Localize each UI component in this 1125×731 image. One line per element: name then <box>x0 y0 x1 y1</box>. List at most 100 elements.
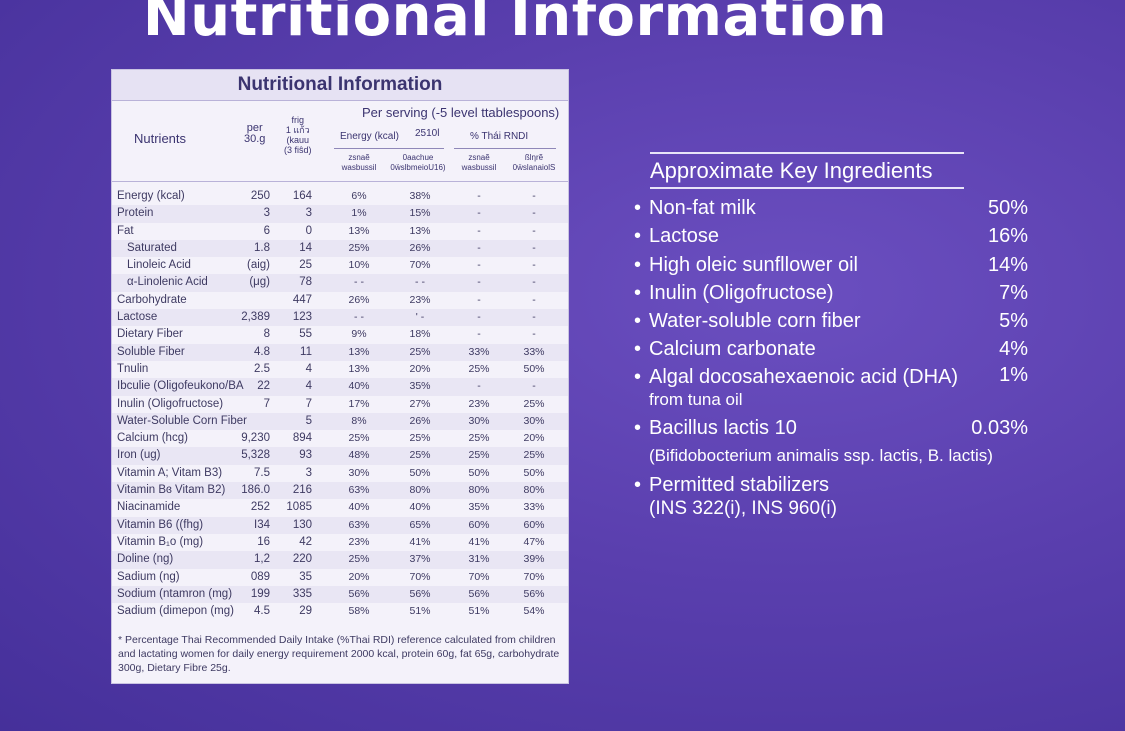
cell-name: Lactose <box>117 311 158 324</box>
cell-f: 56% <box>523 587 545 600</box>
cell-d: 70% <box>409 570 431 583</box>
cell-a: 7 <box>263 397 270 410</box>
bullet-icon: • <box>634 338 642 360</box>
ingredient-name: Bacillus lactis 10 <box>649 417 797 439</box>
cell-b: 11 <box>300 345 312 358</box>
cell-d: 51% <box>409 605 431 618</box>
ingredient-item: • Calcium carbonate <box>634 338 816 361</box>
bullet-icon: • <box>634 474 642 496</box>
cell-d: 20% <box>409 362 431 375</box>
ingredient-item: • Bacillus lactis 10 <box>634 417 797 440</box>
cell-e: - <box>477 311 481 324</box>
cell-e: - <box>477 241 481 254</box>
cell-e: 41% <box>468 535 490 548</box>
cell-f: - <box>532 259 536 272</box>
ingredient-item: • High oleic sunfllower oil <box>634 254 858 277</box>
cell-e: 80% <box>468 484 490 497</box>
cell-e: - <box>477 328 481 341</box>
cell-a: 4.8 <box>254 345 270 358</box>
cell-e: 30% <box>468 414 490 427</box>
cell-d: 25% <box>409 345 431 358</box>
cell-e: 23% <box>468 397 490 410</box>
cell-a: 7.5 <box>254 466 270 479</box>
header-divider <box>454 148 556 149</box>
cell-f: 60% <box>523 518 545 531</box>
ingredient-percent: 7% <box>999 282 1028 304</box>
header-rdi: % Thái RNDI <box>470 131 529 142</box>
header-per: per 30.g <box>244 122 266 145</box>
cell-e: 56% <box>468 587 490 600</box>
cell-f: - <box>532 328 536 341</box>
ingredient-percent: 1% <box>999 364 1028 386</box>
table-row: Calcium (hcg) 9,230 894 25% 25% 25% 20% <box>112 430 568 447</box>
cell-name: Protein <box>117 207 154 220</box>
cell-c: 30% <box>348 466 370 479</box>
cell-b: 35 <box>299 570 312 583</box>
bullet-icon: • <box>634 417 642 439</box>
ingredient-item: • Non-fat milk <box>634 197 756 220</box>
cell-e: - <box>477 259 481 272</box>
cell-b: 3 <box>305 466 312 479</box>
table-body: Energy (kcal) 250 164 6% 38% - - Protein 3 3 1% 15%… <box>112 182 568 620</box>
cell-name: Dietary Fiber <box>117 328 183 341</box>
table-row: Doline (ng) 1,2 220 25% 37% 31% 39% <box>112 551 568 569</box>
cell-b: 335 <box>292 587 312 600</box>
cell-name: Saturated <box>127 241 177 254</box>
cell-e: 51% <box>468 605 490 618</box>
bullet-icon: • <box>634 310 642 332</box>
cell-e: - <box>477 380 481 393</box>
cell-name: Sadium (dimepon (mg) <box>117 605 234 618</box>
cell-c: 56% <box>348 587 370 600</box>
header-frig: frig 1 แก้ว (kauu (3 fiŝd) <box>284 115 312 155</box>
header-sub3: zsnaẽ wasbussil <box>461 153 497 172</box>
cell-b: 93 <box>299 449 312 462</box>
cell-a: 5,328 <box>241 449 270 462</box>
cell-a: I34 <box>254 518 270 531</box>
cell-e: 25% <box>468 432 490 445</box>
cell-b: 25 <box>299 259 312 272</box>
cell-e: - <box>477 276 481 289</box>
cell-a: (aig) <box>246 259 270 272</box>
table-row: Sadium (ng) 089 35 20% 70% 70% 70% <box>112 569 568 586</box>
ingredient-percent: 4% <box>999 338 1028 360</box>
cell-b: 78 <box>299 276 312 289</box>
ingredient-percent: 5% <box>999 310 1028 332</box>
cell-e: 50% <box>468 466 490 479</box>
cell-name: Iron (ug) <box>117 449 161 462</box>
cell-e: 70% <box>468 570 490 583</box>
cell-c: 26% <box>348 293 370 306</box>
cell-f: - <box>532 241 536 254</box>
bullet-icon: • <box>634 197 642 219</box>
ingredient-item: • Water-soluble corn fiber <box>634 310 861 333</box>
ingredient-name: High oleic sunfllower oil <box>649 254 858 276</box>
cell-d: 35% <box>409 380 431 393</box>
cell-b: 5 <box>305 414 312 427</box>
header-divider <box>334 148 444 149</box>
cell-c: 63% <box>348 484 370 497</box>
cell-b: 123 <box>292 311 312 324</box>
table-row: Carbohydrate 447 26% 23% - - <box>112 292 568 309</box>
ingredient-percent: 50% <box>987 197 1028 219</box>
cell-name: Soluble Fiber <box>117 345 185 358</box>
cell-e: - <box>477 224 481 237</box>
cell-name: Tnulin <box>117 362 149 375</box>
table-row: Linoleic Acid (aig) 25 10% 70% - - <box>112 257 568 274</box>
cell-a: 2.5 <box>254 362 270 375</box>
cell-name: Doline (ng) <box>117 553 174 566</box>
cell-e: 35% <box>468 501 490 514</box>
cell-f: 54% <box>523 605 545 618</box>
ingredient-name: Permitted stabilizers <box>649 474 830 496</box>
cell-f: 25% <box>523 449 545 462</box>
ingredient-name: Inulin (Oligofructose) <box>649 282 834 304</box>
ingredient-name: Non-fat milk <box>649 197 756 219</box>
cell-c: 63% <box>348 518 370 531</box>
ingredient-percent: 14% <box>987 254 1028 276</box>
cell-a: 250 <box>250 190 270 202</box>
cell-f: 50% <box>523 466 545 479</box>
cell-d: 25% <box>409 432 431 445</box>
table-row: Vitamin A; Vitam B3) 7.5 3 30% 50% 50% 50% <box>112 465 568 482</box>
cell-f: 20% <box>523 432 545 445</box>
footnote: * Percentage Thai Recommended Daily Inta… <box>118 634 560 674</box>
cell-c: 13% <box>348 345 370 358</box>
cell-f: 30% <box>523 414 545 427</box>
